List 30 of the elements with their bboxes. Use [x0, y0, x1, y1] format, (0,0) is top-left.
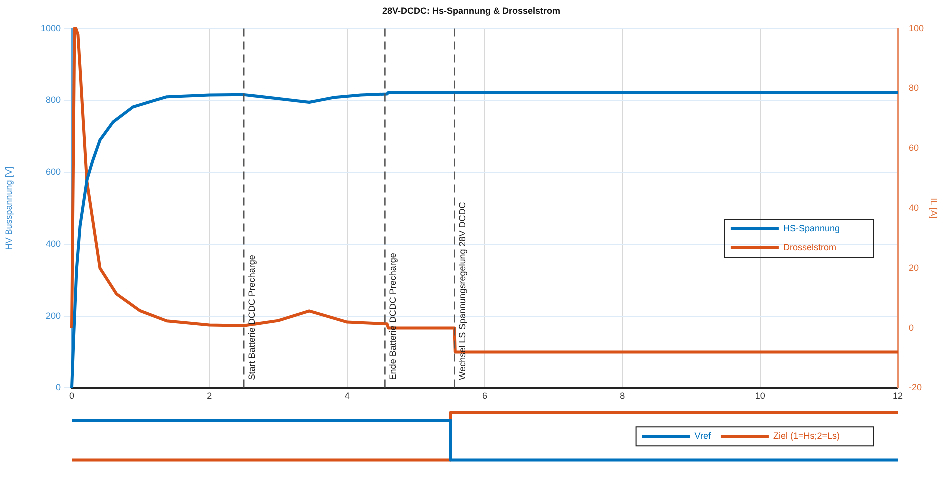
- y-axis-title: HV Busspannung [V]: [4, 166, 14, 250]
- y-tick-label: 800: [46, 95, 61, 106]
- x-tick-label: 2: [207, 391, 212, 402]
- x-tick-label: 10: [755, 391, 766, 402]
- y-tick-label: 1000: [40, 23, 61, 34]
- y2-tick-label: 80: [909, 83, 920, 94]
- text: HS-Spannung: [783, 223, 840, 234]
- x-tick-label: 6: [482, 391, 488, 402]
- x-tick-label: 0: [69, 391, 75, 402]
- y2-axis-title: IL [A]: [929, 198, 940, 219]
- y2-tick-label: 40: [909, 202, 920, 213]
- chart-title: 28V-DCDC: Hs-Spannung & Drosselstrom: [382, 6, 561, 16]
- y2-tick-label: -20: [909, 382, 922, 393]
- text: Drosselstrom: [783, 242, 836, 252]
- y-tick-label: 200: [46, 310, 61, 321]
- x-tick-label: 8: [620, 391, 626, 402]
- ref-line-label: Ende Batterie DCDC Precharge: [388, 253, 398, 380]
- x-tick-label: 12: [892, 391, 904, 402]
- y-tick-label: 0: [56, 382, 61, 393]
- x-tick-label: 4: [344, 391, 350, 402]
- y2-tick-label: 0: [909, 322, 914, 333]
- y2-tick-label: 20: [909, 262, 920, 273]
- y2-tick-label: 60: [909, 143, 920, 154]
- ref-line-label: Start Batterie DCDC Precharge: [247, 255, 258, 380]
- y-tick-label: 400: [46, 238, 61, 249]
- y2-tick-label: 100: [909, 23, 924, 34]
- text: Ziel (1=Hs;2=Ls): [773, 431, 840, 442]
- ref-line-label: Wechsel LS Spannungsregelung 28V DCDC: [458, 202, 468, 380]
- y-tick-label: 600: [46, 167, 61, 178]
- text: Vref: [694, 431, 712, 442]
